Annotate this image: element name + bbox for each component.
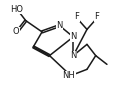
Text: NH: NH [62,71,75,80]
Text: F: F [95,12,99,21]
Text: HO: HO [11,5,24,14]
Text: N: N [70,51,76,60]
Text: O: O [13,27,19,36]
Text: N: N [56,21,63,30]
Text: N: N [70,32,76,41]
Text: F: F [75,12,79,21]
